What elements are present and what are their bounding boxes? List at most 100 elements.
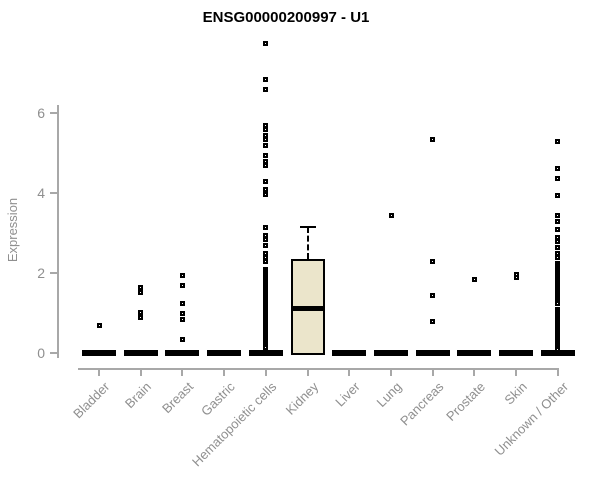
- x-tick-mark: [264, 370, 267, 376]
- x-tick-mark: [139, 370, 142, 376]
- data-point: [263, 179, 269, 185]
- upper-whisker: [306, 227, 309, 259]
- data-point: [263, 127, 269, 133]
- collapsed-box-prostate: [457, 350, 492, 356]
- data-point: [263, 259, 269, 265]
- data-point: [471, 276, 477, 282]
- data-point: [555, 176, 561, 182]
- data-point: [555, 300, 561, 306]
- collapsed-box-lung: [374, 350, 409, 356]
- data-point: [430, 137, 436, 143]
- y-tick-label: 2: [37, 265, 45, 281]
- x-tick-mark: [98, 370, 100, 376]
- data-point: [263, 191, 269, 197]
- data-point: [263, 137, 269, 143]
- collapsed-box-gastric: [207, 350, 242, 356]
- data-point: [179, 316, 185, 322]
- data-point: [263, 344, 269, 350]
- chart-title: ENSG00000200997 - U1: [202, 9, 370, 26]
- x-tick-label: Gastric: [198, 379, 238, 419]
- data-point: [263, 232, 269, 238]
- x-tick-label: Liver: [332, 379, 363, 410]
- x-tick-mark: [348, 370, 351, 376]
- collapsed-box-skin: [499, 350, 534, 356]
- data-point: [138, 309, 144, 315]
- x-tick-mark: [431, 370, 434, 376]
- x-tick-mark: [515, 370, 518, 376]
- x-tick-label: Lung: [373, 379, 405, 411]
- data-point: [263, 122, 269, 128]
- data-point: [555, 165, 561, 171]
- data-point: [555, 212, 561, 218]
- x-tick-mark: [473, 370, 476, 376]
- x-tick-mark: [306, 370, 309, 376]
- data-point: [555, 234, 561, 240]
- x-tick-mark: [181, 370, 184, 376]
- median-line: [290, 306, 325, 311]
- data-point: [138, 289, 144, 295]
- y-tick-label: 0: [37, 345, 45, 361]
- data-point: [430, 293, 436, 299]
- y-axis-line: [57, 105, 59, 358]
- x-tick-mark: [556, 370, 559, 376]
- x-tick-mark: [223, 370, 226, 376]
- x-tick-label: Skin: [501, 379, 530, 408]
- collapsed-box-liver: [332, 350, 367, 356]
- data-point: [96, 323, 102, 329]
- x-tick-label: Pancreas: [396, 379, 447, 429]
- data-point: [263, 142, 269, 148]
- y-tick-label: 6: [37, 105, 45, 121]
- x-tick-label: Breast: [158, 379, 197, 417]
- data-point: [138, 315, 144, 321]
- collapsed-box-hematopoietic-cells: [248, 350, 283, 356]
- data-point: [555, 226, 561, 232]
- collapsed-box-unknown-other: [540, 350, 575, 356]
- x-tick-label: Brain: [122, 379, 155, 412]
- data-point: [555, 250, 561, 256]
- x-tick-label: Unknown / Other: [491, 379, 572, 459]
- data-point: [555, 346, 561, 352]
- data-point: [263, 132, 269, 138]
- data-point: [263, 243, 269, 249]
- data-point: [263, 237, 269, 243]
- data-point: [263, 163, 269, 169]
- data-point: [263, 187, 269, 193]
- data-point: [179, 301, 185, 307]
- data-point: [263, 254, 269, 260]
- data-point: [513, 274, 519, 280]
- data-point: [263, 225, 269, 231]
- data-point: [555, 218, 561, 224]
- data-point: [179, 310, 185, 316]
- data-point: [555, 138, 561, 144]
- y-tick-label: 4: [37, 185, 45, 201]
- x-tick-label: Prostate: [443, 379, 489, 424]
- collapsed-box-pancreas: [415, 350, 450, 356]
- data-point: [263, 152, 269, 158]
- x-tick-label: Bladder: [70, 379, 113, 422]
- data-point: [430, 259, 436, 265]
- data-point: [263, 86, 269, 92]
- data-point: [388, 213, 394, 219]
- data-point: [430, 318, 436, 324]
- data-point: [179, 337, 185, 343]
- y-tick-mark: [50, 272, 57, 274]
- data-point: [555, 244, 561, 250]
- y-tick-mark: [50, 112, 57, 114]
- y-tick-mark: [50, 192, 57, 194]
- collapsed-box-brain: [123, 350, 158, 356]
- data-point: [555, 192, 561, 198]
- collapsed-box-breast: [165, 350, 200, 356]
- data-point: [179, 273, 185, 279]
- data-point: [263, 40, 269, 46]
- x-axis-line: [78, 368, 559, 370]
- upper-whisker-cap: [299, 226, 316, 228]
- data-point: [179, 283, 185, 289]
- x-tick-label: Kidney: [282, 379, 322, 418]
- x-tick-mark: [390, 370, 393, 376]
- collapsed-box-bladder: [82, 350, 116, 356]
- data-point: [555, 239, 561, 245]
- y-tick-mark: [50, 352, 57, 354]
- data-point: [138, 285, 144, 291]
- data-point: [263, 76, 269, 82]
